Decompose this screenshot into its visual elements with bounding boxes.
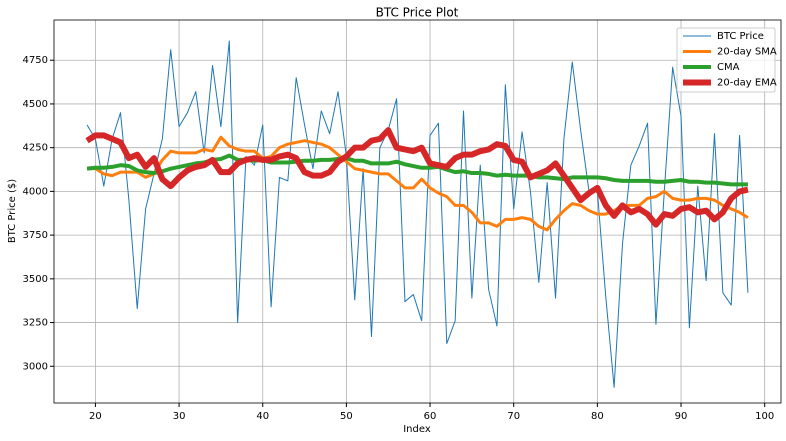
x-tick-label: 20 <box>89 411 102 422</box>
x-tick-label: 40 <box>256 411 269 422</box>
y-tick-label: 4000 <box>23 186 48 197</box>
legend-label: 20-day EMA <box>717 78 777 89</box>
y-tick-label: 4500 <box>23 99 48 110</box>
x-tick-label: 30 <box>173 411 186 422</box>
y-tick-label: 3500 <box>23 274 48 285</box>
y-tick-label: 4250 <box>23 143 48 154</box>
legend-label: 20-day SMA <box>717 47 777 58</box>
y-tick-label: 3250 <box>23 318 48 329</box>
y-tick-label: 3000 <box>23 361 48 372</box>
plot-frame <box>53 19 782 404</box>
x-tick-label: 100 <box>755 411 774 422</box>
x-tick-label: 50 <box>340 411 353 422</box>
legend: BTC Price 20-day SMA CMA 20-day EMA <box>676 27 777 93</box>
x-axis-label: Index <box>403 424 431 435</box>
x-tick-label: 80 <box>591 411 604 422</box>
series-line <box>87 135 749 232</box>
legend-label: CMA <box>717 62 740 73</box>
series-line <box>85 127 749 228</box>
x-tick-label: 70 <box>507 411 520 422</box>
x-tick-label: 90 <box>675 411 688 422</box>
series-line <box>86 40 749 388</box>
legend-box <box>676 27 776 93</box>
series-line <box>86 153 748 187</box>
y-tick-label: 4750 <box>23 55 48 66</box>
chart-title: BTC Price Plot <box>376 6 459 20</box>
x-tick-label: 60 <box>424 411 437 422</box>
legend-label: BTC Price <box>717 31 764 42</box>
y-axis-label: BTC Price ($) <box>7 179 18 243</box>
y-tick-label: 3750 <box>23 230 48 241</box>
